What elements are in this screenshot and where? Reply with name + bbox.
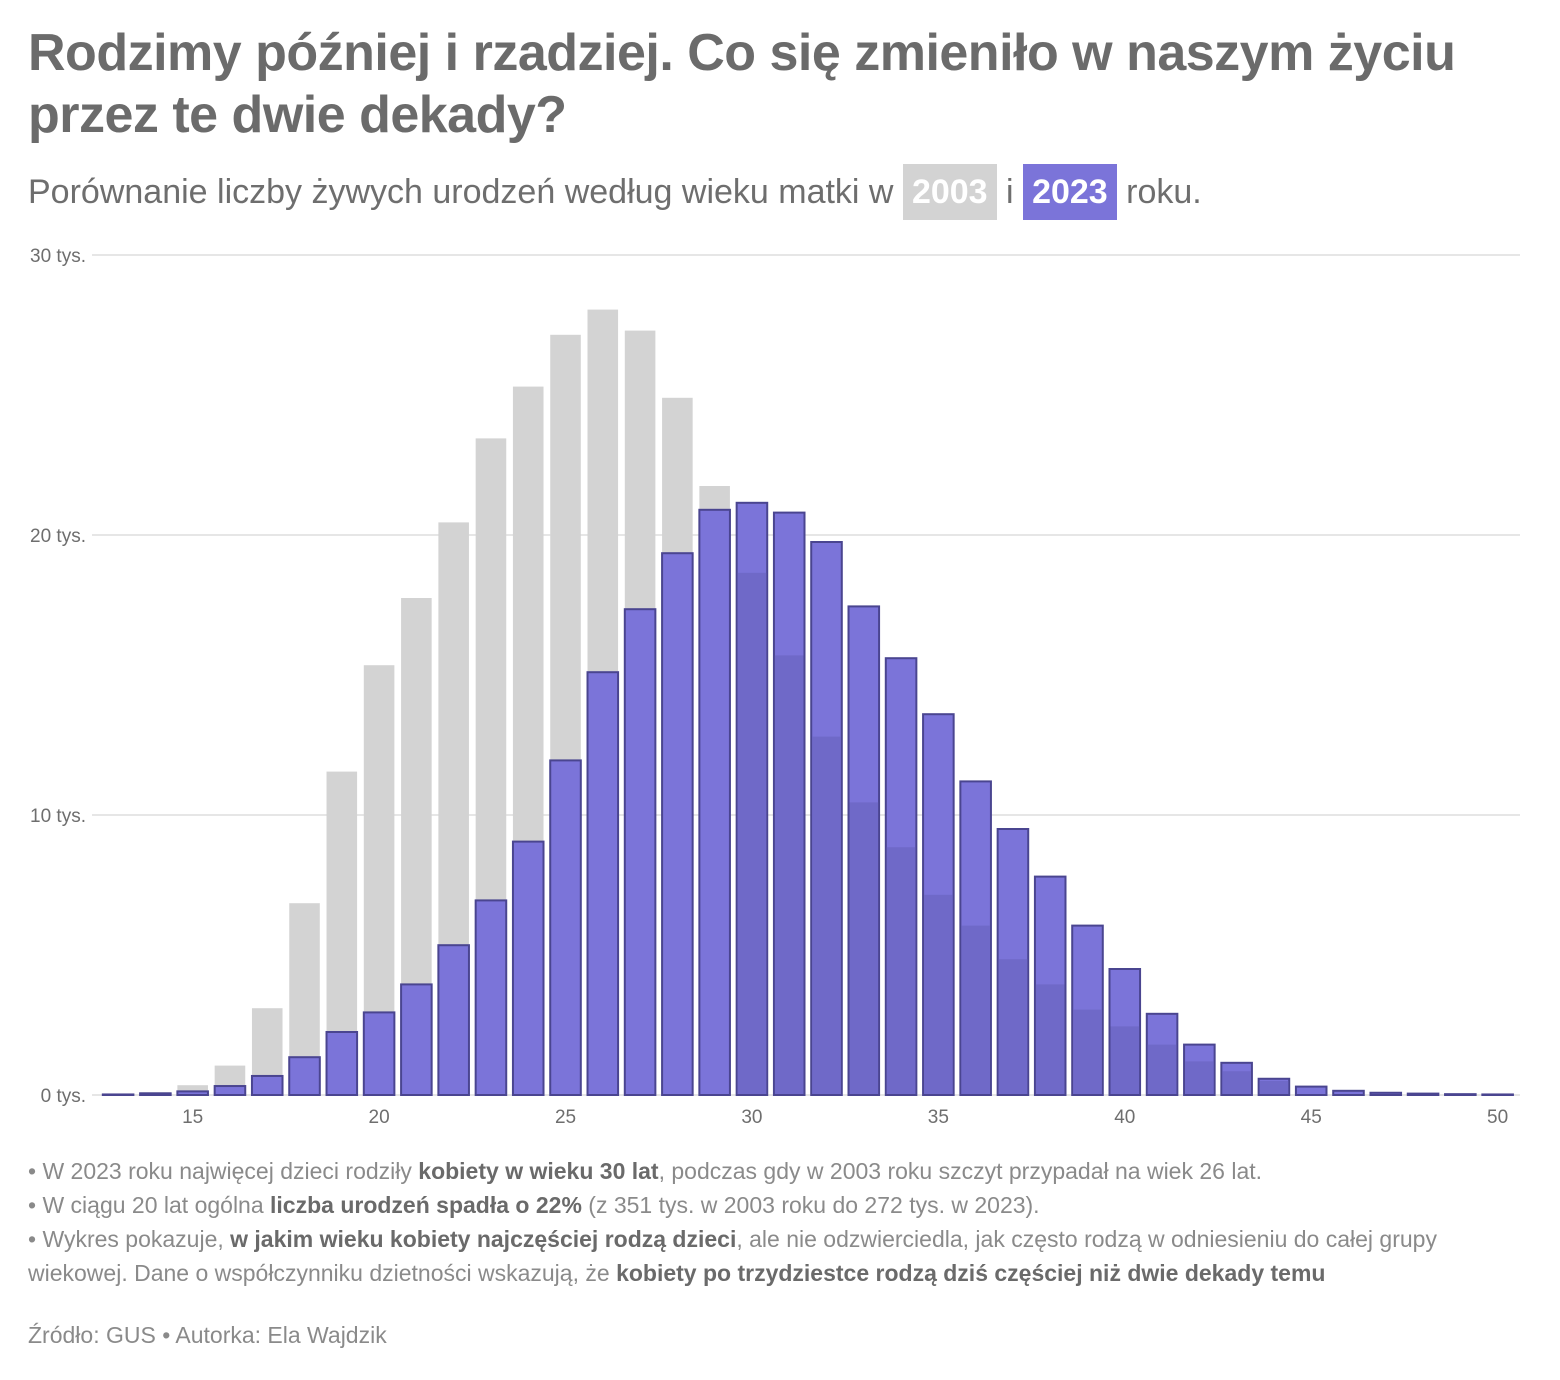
subtitle-mid: i: [1006, 173, 1014, 211]
bar-2023: [549, 759, 582, 1097]
x-tick-label: 50: [1487, 1107, 1508, 1128]
y-tick-label: 20 tys.: [30, 526, 86, 547]
bar-2023: [661, 552, 694, 1096]
x-tick-label: 30: [741, 1107, 762, 1128]
bar-overlap: [998, 959, 1028, 1094]
bar-overlap: [1035, 984, 1065, 1094]
note-2: • W ciągu 20 lat ogólna liczba urodzeń s…: [28, 1192, 1040, 1218]
subtitle-prefix: Porównanie liczby żywych urodzeń według …: [28, 173, 894, 211]
source-credit: Źródło: GUS • Autorka: Ela Wajdzik: [28, 1322, 387, 1348]
bar-2023: [511, 840, 545, 1096]
bar-overlap: [737, 572, 767, 1094]
bar-2023: [623, 608, 657, 1096]
x-tick-label: 45: [1301, 1107, 1322, 1128]
bar-2023: [437, 944, 470, 1097]
bars-2023: [101, 501, 1514, 1097]
x-axis-labels: 15 20 25 30 35 40 45 50: [182, 1107, 1508, 1128]
bar-2023: [698, 508, 731, 1096]
bar-2023: [176, 1090, 209, 1096]
bar-2023: [1332, 1089, 1365, 1096]
bar-overlap: [1073, 1009, 1102, 1094]
bar-2023: [362, 1011, 396, 1097]
chart-subtitle: Porównanie liczby żywych urodzeń według …: [28, 162, 1202, 222]
bar-overlap: [1185, 1061, 1214, 1094]
x-tick-label: 20: [369, 1107, 390, 1128]
birth-histogram: 0 tys. 10 tys. 20 tys. 30 tys. 15 20 25 30 35 40…: [30, 246, 1520, 1128]
bar-overlap: [1259, 1081, 1289, 1094]
bar-overlap: [1110, 1026, 1140, 1094]
bar-2003: [177, 1085, 208, 1095]
chart-title: Rodzimy później i rzadziej. Co się zmien…: [28, 24, 1456, 144]
bar-overlap: [774, 655, 804, 1094]
bar-overlap: [924, 894, 953, 1094]
bar-2023: [325, 1031, 359, 1096]
bar-overlap: [1147, 1044, 1177, 1094]
subtitle-suffix: roku.: [1126, 173, 1202, 211]
notes: • W 2023 roku najwięcej dzieci rodziły k…: [28, 1154, 1528, 1290]
y-tick-label: 0 tys.: [41, 1086, 86, 1107]
bar-2023: [400, 983, 433, 1097]
bar-2023: [586, 671, 620, 1096]
bar-2023: [250, 1074, 284, 1097]
bar-overlap: [1222, 1071, 1251, 1094]
y-tick-label: 30 tys.: [30, 246, 86, 267]
legend-2003: 2003: [902, 164, 997, 220]
bar-2023: [1444, 1093, 1477, 1096]
x-tick-label: 35: [928, 1107, 949, 1128]
bar-2023: [474, 899, 508, 1097]
bar-overlap: [849, 802, 879, 1094]
bar-overlap: [812, 736, 841, 1094]
x-tick-label: 25: [555, 1107, 576, 1128]
y-axis-labels: 0 tys. 10 tys. 20 tys. 30 tys.: [30, 246, 86, 1107]
bar-2023: [1369, 1091, 1403, 1097]
x-tick-label: 15: [182, 1107, 203, 1128]
bars-overlap: [737, 572, 1289, 1094]
legend-2023: 2023: [1023, 164, 1117, 220]
bar-overlap: [886, 847, 916, 1094]
bar-2023: [1481, 1093, 1514, 1097]
bar-2023: [101, 1093, 135, 1097]
bar-2023: [288, 1056, 321, 1097]
note-3: • Wykres pokazuje, w jakim wieku kobiety…: [28, 1226, 1437, 1286]
bar-overlap: [961, 925, 990, 1094]
bar-2023: [213, 1085, 247, 1096]
x-tick-label: 40: [1114, 1107, 1135, 1128]
y-tick-label: 10 tys.: [30, 806, 86, 827]
note-1: • W 2023 roku najwięcej dzieci rodziły k…: [28, 1158, 1263, 1184]
bar-2023: [1406, 1092, 1440, 1096]
bar-2023: [139, 1092, 172, 1097]
bar-2023: [1294, 1085, 1328, 1096]
